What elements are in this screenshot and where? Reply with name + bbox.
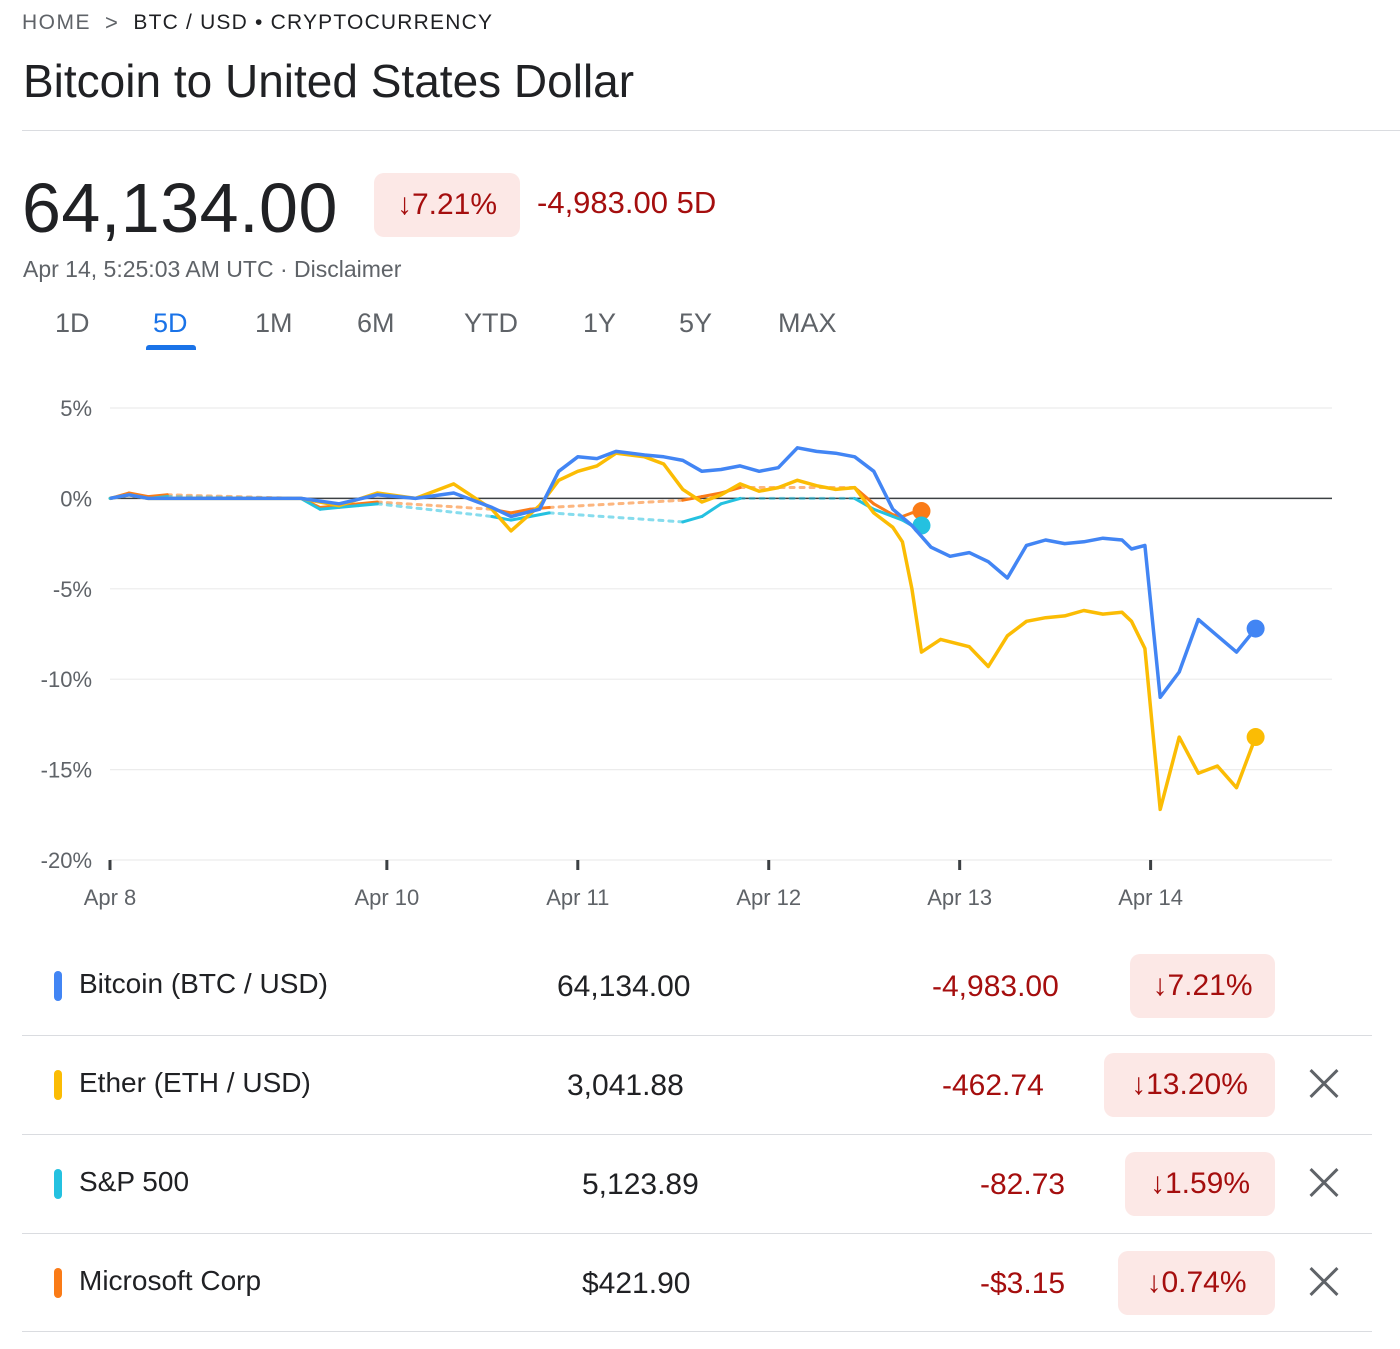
x-tick-label: Apr 14 xyxy=(1118,885,1183,910)
change-period: 5D xyxy=(676,185,717,220)
row-percent-badge: ↓7.21% xyxy=(1130,954,1275,1018)
series-line-microsoft-corp xyxy=(127,491,150,499)
change-amount: -4,983.00 xyxy=(537,185,668,220)
tab-1d[interactable]: 1D xyxy=(55,308,90,338)
series-line-s-p-500 xyxy=(356,502,379,508)
series-line-s-p-500 xyxy=(681,514,704,524)
series-line-s-p-500 xyxy=(891,514,904,522)
tab-max[interactable]: MAX xyxy=(778,308,837,338)
series-line-s-p-500 xyxy=(318,505,341,511)
y-tick-label: -5% xyxy=(53,577,92,602)
row-name: S&P 500 xyxy=(79,1166,190,1197)
series-line-microsoft-corp xyxy=(547,498,685,509)
breadcrumb: HOME > BTC / USD • CRYPTOCURRENCY xyxy=(22,10,493,36)
y-tick-label: 5% xyxy=(60,396,92,421)
x-tick-label: Apr 10 xyxy=(354,885,419,910)
active-tab-indicator xyxy=(146,345,196,350)
series-end-point-ether-eth-usd xyxy=(1246,728,1265,747)
page-title: Bitcoin to United States Dollar xyxy=(23,55,635,107)
series-line-microsoft-corp xyxy=(146,493,169,499)
divider xyxy=(22,1035,1372,1036)
series-line-microsoft-corp xyxy=(356,500,379,506)
series-line-microsoft-corp xyxy=(872,502,895,517)
change-percent-badge: ↓7.21% xyxy=(374,173,520,237)
row-change: -4,983.00 xyxy=(932,970,1059,1003)
row-percent-badge: ↓13.20% xyxy=(1104,1053,1275,1117)
tab-5y[interactable]: 5Y xyxy=(679,308,713,338)
x-tick-label: Apr 13 xyxy=(927,885,992,910)
change-value: -4,983.00 5D xyxy=(537,185,716,221)
row-name: Bitcoin (BTC / USD) xyxy=(79,968,328,999)
breadcrumb-home[interactable]: HOME xyxy=(22,11,91,34)
row-price: 64,134.00 xyxy=(557,970,691,1003)
row-price: $421.90 xyxy=(582,1267,691,1300)
series-line-microsoft-corp xyxy=(681,495,704,502)
disclaimer-link[interactable]: Disclaimer xyxy=(294,256,402,282)
series-line-bitcoin-btc-usd xyxy=(109,446,1257,700)
dot-separator: · xyxy=(273,256,295,282)
row-percent-badge: ↓0.74% xyxy=(1118,1251,1275,1315)
divider xyxy=(22,1233,1372,1234)
y-tick-label: -15% xyxy=(41,758,92,783)
x-tick-label: Apr 11 xyxy=(546,885,609,910)
series-color-swatch xyxy=(54,1268,62,1298)
y-tick-label: 0% xyxy=(60,486,92,511)
list-item-msft[interactable]: Microsoft Corp $421.90 -$3.15 ↓0.74% xyxy=(22,1233,1372,1331)
tab-1y[interactable]: 1Y xyxy=(583,308,617,338)
list-item-btc[interactable]: Bitcoin (BTC / USD) 64,134.00 -4,983.00 … xyxy=(22,936,1372,1034)
range-tabs: 1D 5D 1M 6M YTD 1Y 5Y MAX xyxy=(0,300,900,360)
series-line-s-p-500 xyxy=(337,504,360,509)
quote-timestamp: Apr 14, 5:25:03 AM UTC · Disclaimer xyxy=(23,256,401,283)
row-change: -462.74 xyxy=(942,1069,1044,1102)
divider xyxy=(22,1134,1372,1135)
row-price: 3,041.88 xyxy=(567,1069,684,1102)
series-line-s-p-500 xyxy=(872,507,895,518)
series-line-s-p-500 xyxy=(700,502,723,518)
series-line-microsoft-corp xyxy=(900,511,914,518)
divider xyxy=(22,130,1400,131)
list-item-sp500[interactable]: S&P 500 5,123.89 -82.73 ↓1.59% xyxy=(22,1134,1372,1232)
row-name: Ether (ETH / USD) xyxy=(79,1067,311,1098)
series-line-s-p-500 xyxy=(528,511,551,518)
series-line-s-p-500 xyxy=(375,502,494,518)
tab-6m[interactable]: 6M xyxy=(357,308,395,338)
series-line-microsoft-corp xyxy=(509,507,532,515)
row-percent-badge: ↓1.59% xyxy=(1125,1152,1275,1216)
series-line-s-p-500 xyxy=(547,511,685,524)
tab-5d[interactable]: 5D xyxy=(153,308,188,338)
row-change: -$3.15 xyxy=(980,1267,1066,1300)
close-icon[interactable] xyxy=(1308,1167,1340,1199)
divider xyxy=(22,1331,1372,1332)
y-tick-label: -20% xyxy=(41,848,92,873)
tab-ytd[interactable]: YTD xyxy=(464,308,518,338)
breadcrumb-current: BTC / USD • CRYPTOCURRENCY xyxy=(133,11,494,34)
series-line-s-p-500 xyxy=(719,496,742,506)
list-item-eth[interactable]: Ether (ETH / USD) 3,041.88 -462.74 ↓13.2… xyxy=(22,1035,1372,1133)
row-change: -82.73 xyxy=(980,1168,1066,1201)
comparison-chart[interactable]: 5% 0% -5% -10% -15% -20% Apr 8 Apr 10 Apr 11 Apr … xyxy=(0,380,1400,920)
x-tick-label: Apr 12 xyxy=(736,885,801,910)
timestamp-text: Apr 14, 5:25:03 AM UTC xyxy=(23,256,274,282)
x-tick-label: Apr 8 xyxy=(84,885,137,910)
series-line-microsoft-corp xyxy=(700,491,723,499)
series-line-microsoft-corp xyxy=(375,500,494,511)
series-color-swatch xyxy=(54,1070,62,1100)
series-end-point-bitcoin-btc-usd xyxy=(1246,619,1265,638)
chevron-right-icon: > xyxy=(105,10,120,35)
row-price: 5,123.89 xyxy=(582,1168,699,1201)
series-color-swatch xyxy=(54,971,62,1001)
series-line-ether-eth-usd xyxy=(109,451,1258,812)
row-name: Microsoft Corp xyxy=(79,1265,262,1296)
close-icon[interactable] xyxy=(1308,1068,1340,1100)
series-end-point-microsoft-corp xyxy=(912,502,931,521)
series-color-swatch xyxy=(54,1169,62,1199)
y-tick-label: -10% xyxy=(41,667,92,692)
current-price: 64,134.00 xyxy=(22,169,338,247)
close-icon[interactable] xyxy=(1308,1266,1340,1298)
tab-1m[interactable]: 1M xyxy=(255,308,293,338)
